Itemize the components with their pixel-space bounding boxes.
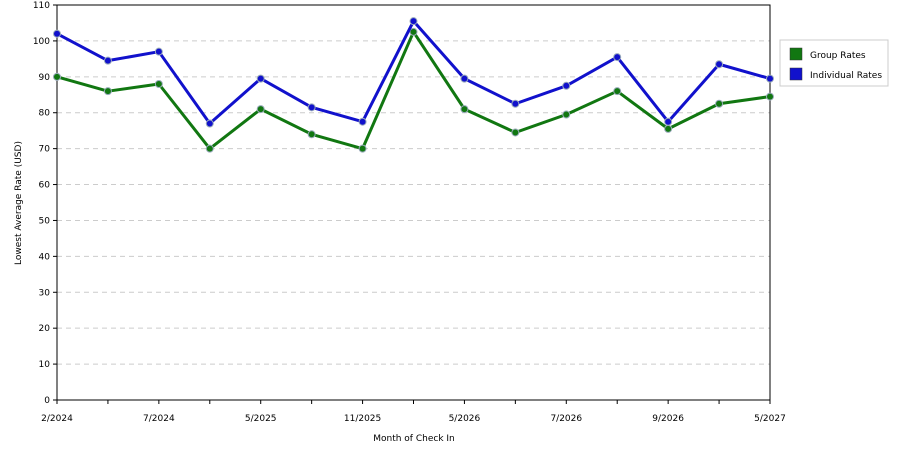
point — [766, 92, 774, 101]
point — [205, 144, 214, 153]
y-axis-title: Lowest Average Rate (USD) — [14, 141, 24, 265]
point — [256, 74, 265, 83]
legend-swatch — [789, 47, 803, 61]
line — [56, 19, 771, 125]
point — [664, 124, 673, 133]
point — [53, 29, 61, 38]
point — [358, 144, 367, 153]
legend-label: Individual Rates — [810, 71, 882, 81]
point — [154, 80, 163, 88]
legend-swatch — [789, 67, 803, 81]
legend-label: Group Rates — [810, 51, 866, 61]
x-tick-label: 2/2024 — [41, 414, 73, 424]
point — [103, 56, 112, 65]
point — [715, 60, 724, 69]
point — [562, 81, 571, 90]
point — [460, 74, 469, 83]
y-tick-label: 80 — [39, 109, 51, 119]
y-tick-label: 40 — [39, 252, 51, 262]
point — [562, 110, 571, 119]
point — [307, 103, 316, 112]
y-tick-label: 30 — [39, 288, 51, 298]
point — [613, 87, 622, 96]
point — [766, 74, 774, 83]
point — [460, 105, 469, 114]
point — [154, 47, 163, 56]
x-tick-label: 5/2027 — [754, 414, 786, 424]
point — [664, 117, 673, 126]
y-tick-label: 60 — [39, 181, 51, 191]
point — [53, 72, 61, 81]
y-tick-label: 0 — [44, 396, 50, 406]
y-tick-label: 50 — [39, 216, 51, 226]
point — [103, 87, 112, 96]
x-tick-label: 5/2025 — [245, 414, 277, 424]
point — [511, 99, 520, 108]
y-tick-label: 20 — [39, 324, 51, 334]
y-tick-label: 10 — [39, 360, 51, 370]
x-tick-label: 7/2024 — [143, 414, 175, 424]
y-tick-label: 110 — [33, 1, 50, 11]
point — [256, 105, 265, 114]
point — [205, 119, 214, 128]
x-axis-title: Month of Check In — [373, 434, 455, 444]
x-tick-label: 9/2026 — [652, 414, 684, 424]
point — [409, 17, 418, 26]
y-tick-label: 90 — [39, 73, 51, 83]
x-tick-label: 11/2025 — [344, 414, 381, 424]
point — [715, 99, 724, 108]
y-tick-label: 100 — [33, 37, 50, 47]
point — [307, 130, 316, 139]
point — [409, 27, 418, 36]
x-tick-label: 5/2026 — [449, 414, 481, 424]
point — [511, 128, 520, 137]
y-tick-label: 70 — [39, 145, 51, 155]
x-tick-label: 7/2026 — [550, 414, 582, 424]
plot-frame — [56, 4, 771, 401]
point — [613, 53, 622, 62]
point — [358, 117, 367, 126]
line — [56, 30, 771, 151]
